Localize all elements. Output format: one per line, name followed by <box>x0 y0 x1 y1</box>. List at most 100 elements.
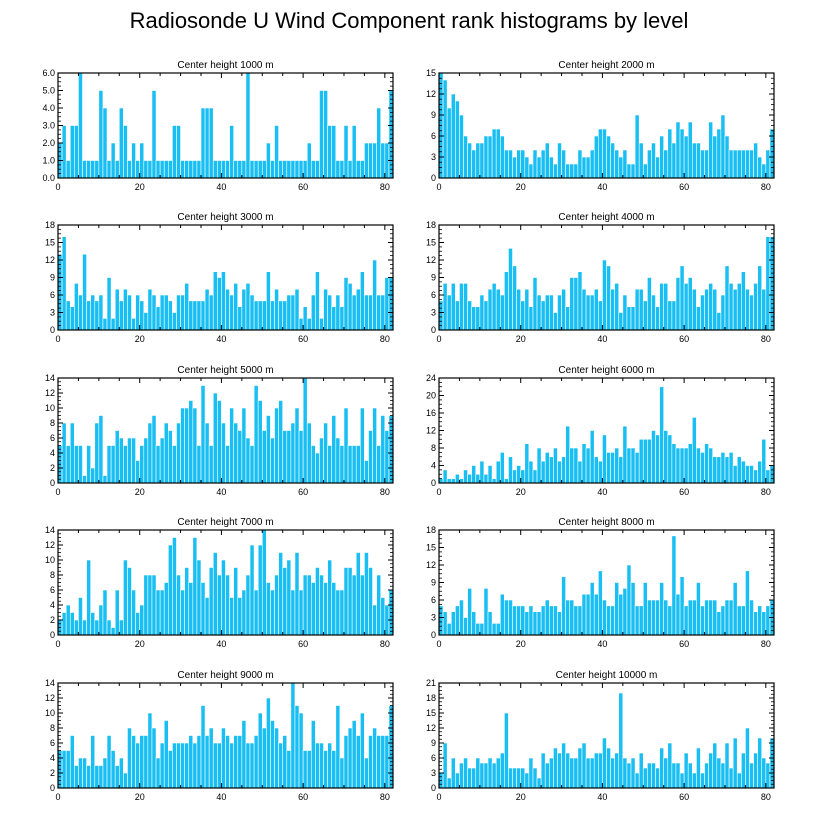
histogram-bar <box>163 720 169 789</box>
histogram-bar <box>106 277 112 331</box>
histogram-bar <box>94 619 100 636</box>
histogram-panel: Center height 9000 m 0 20 40 60 80 0 2 4 6 8 10 12 14 <box>45 670 394 802</box>
histogram-bar <box>675 593 681 636</box>
histogram-bar <box>622 588 628 636</box>
histogram-bar <box>253 385 259 484</box>
histogram-bar <box>151 415 157 484</box>
x-tick-label: 60 <box>679 334 689 344</box>
histogram-bar <box>74 619 79 636</box>
histogram-bar <box>630 306 636 331</box>
histogram-bar <box>147 160 153 179</box>
histogram-bar <box>298 318 304 331</box>
histogram-bar <box>98 90 104 179</box>
histogram-bar <box>245 437 251 484</box>
histogram-bar <box>520 469 526 484</box>
histogram-bar <box>683 447 689 484</box>
histogram-bar <box>266 582 271 636</box>
histogram-bar <box>557 294 562 331</box>
histogram-bar <box>229 742 234 789</box>
histogram-bar <box>495 288 501 331</box>
histogram-bar <box>581 443 587 484</box>
histogram-bar <box>724 135 730 179</box>
histogram-bar <box>491 762 497 789</box>
histogram-bar <box>700 294 705 331</box>
histogram-bar <box>463 469 468 484</box>
histogram-bar <box>687 762 693 789</box>
histogram-bar <box>208 445 214 484</box>
x-tick-label: 0 <box>55 639 60 649</box>
histogram-bar <box>724 742 730 789</box>
histogram-bar <box>131 142 136 179</box>
histogram-bar <box>544 294 550 331</box>
histogram-bar <box>749 465 754 484</box>
histogram-bar <box>339 306 345 331</box>
histogram-bar <box>237 306 243 331</box>
histogram-bar <box>208 727 214 789</box>
x-tick-label: 20 <box>135 639 145 649</box>
histogram-bar <box>491 283 497 331</box>
histogram-bar <box>675 447 681 484</box>
histogram-bar <box>557 460 562 484</box>
histogram-bar <box>732 288 738 331</box>
histogram-bar <box>467 473 472 484</box>
histogram-bar <box>446 623 452 636</box>
histogram-bar <box>172 742 177 789</box>
histogram-bar <box>319 90 324 179</box>
histogram-bar <box>139 604 145 636</box>
histogram-bar <box>455 100 460 179</box>
x-tick-label: 60 <box>679 639 689 649</box>
histogram-bar <box>728 452 734 484</box>
histogram-bar <box>724 265 730 331</box>
histogram-bar <box>745 727 750 789</box>
y-tick-label: 14 <box>45 678 55 688</box>
panel-title: Center height 8000 m <box>558 517 654 528</box>
histogram-bar <box>249 544 255 636</box>
histogram-bar <box>761 611 767 636</box>
histogram-bar <box>687 443 693 484</box>
histogram-bar <box>364 142 369 179</box>
histogram-panel: Center height 2000 m 0 20 40 60 80 0 3 6 9 12 15 <box>426 60 775 192</box>
x-tick-label: 0 <box>55 792 60 802</box>
histogram-bar <box>376 445 382 484</box>
histogram-bar <box>467 300 472 331</box>
x-tick-label: 20 <box>516 487 526 497</box>
histogram-bar <box>376 107 382 179</box>
y-tick-label: 14 <box>45 525 55 535</box>
histogram-bar <box>229 125 234 179</box>
histogram-bar <box>471 149 477 179</box>
histogram-bar <box>200 705 206 789</box>
histogram-bar <box>455 605 460 636</box>
y-tick-label: 0 <box>431 630 436 640</box>
histogram-bar <box>483 473 489 484</box>
histogram-bar <box>274 727 279 789</box>
histogram-bar <box>512 265 517 331</box>
x-tick-label: 20 <box>135 792 145 802</box>
histogram-panel: Center height 6000 m 0 20 40 60 80 0 4 8 12 16 20 24 <box>426 365 775 497</box>
histogram-bar <box>343 567 349 636</box>
histogram-bar <box>294 160 300 179</box>
histogram-bar <box>577 460 583 484</box>
histogram-bar <box>212 742 218 789</box>
histogram-bar <box>118 619 124 636</box>
x-tick-label: 80 <box>761 182 771 192</box>
histogram-bar <box>335 160 341 179</box>
histogram-bar <box>724 456 730 484</box>
x-tick-label: 80 <box>380 639 390 649</box>
histogram-bar <box>253 589 259 636</box>
histogram-bar <box>65 750 71 789</box>
histogram-bar <box>351 294 357 331</box>
histogram-bar <box>499 294 505 331</box>
histogram-bar <box>261 160 267 179</box>
y-tick-label: 15 <box>426 543 436 553</box>
y-tick-label: 6 <box>50 585 55 595</box>
histogram-bar <box>127 567 132 636</box>
histogram-bar <box>261 529 267 636</box>
y-tick-label: 6 <box>431 290 436 300</box>
histogram-bar <box>442 611 448 636</box>
histogram-bar <box>577 271 583 331</box>
histogram-bar <box>622 425 628 484</box>
histogram-bar <box>696 447 701 484</box>
histogram-bar <box>520 300 526 331</box>
histogram-bar <box>380 597 386 636</box>
histogram-bar <box>380 415 386 484</box>
